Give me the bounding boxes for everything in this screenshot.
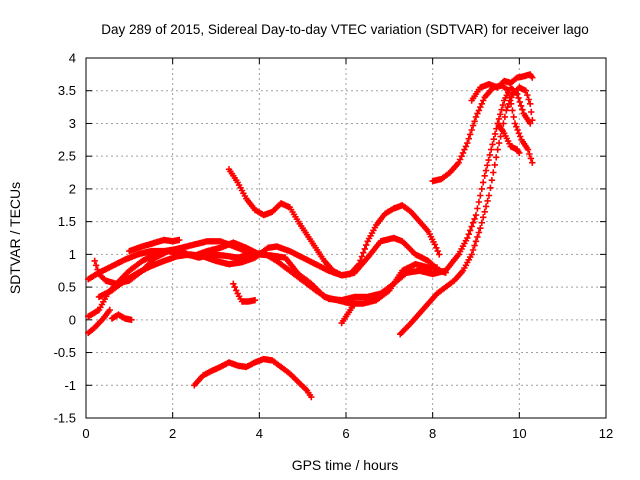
y-tick-label: 0 [69,312,76,327]
x-axis-label: GPS time / hours [292,457,399,473]
x-tick-labels: 0 2 4 6 8 10 12 [82,426,613,441]
grid-lines [86,58,606,418]
series-arc-10 [230,280,259,305]
series-arc-14 [455,84,534,258]
plot-frame [85,57,607,419]
y-tick-label: 3 [69,116,76,131]
series-arc-6 [108,311,135,323]
series-arc-8 [191,355,315,401]
series-arc-9 [225,166,443,279]
data-point-markers [85,238,250,320]
y-axis-label: SDTVAR / TECUs [7,182,23,294]
data-point-markers [225,166,443,279]
data-point-markers [108,311,135,323]
data-point-markers [191,355,315,401]
y-tick-label: 3.5 [58,83,76,98]
y-tick-label: -0.5 [54,345,76,360]
series-arc-11 [338,300,358,327]
y-tick-label: 0.5 [58,280,76,295]
x-tick-label: 0 [82,426,89,441]
y-tick-label: 4 [69,51,76,66]
series-arc-7 [126,236,183,255]
y-tick-labels: -1.5 -1 -0.5 0 0.5 1 1.5 2 2.5 3 3.5 4 [54,51,76,426]
x-tick-label: 2 [169,426,176,441]
chart-title: Day 289 of 2015, Sidereal Day-to-day VTE… [101,22,588,37]
x-tick-label: 6 [342,426,349,441]
data-point-markers [126,236,183,255]
series-arc-12 [397,84,536,338]
x-tick-label: 8 [429,426,436,441]
y-tick-label: 2.5 [58,149,76,164]
y-tick-label: 2 [69,181,76,196]
series-arc-5 [85,306,113,337]
y-tick-label: -1.5 [54,411,76,426]
x-tick-label: 10 [512,426,526,441]
y-tick-label: -1 [64,378,76,393]
x-tick-label: 12 [599,426,613,441]
data-point-markers [338,300,358,327]
data-point-markers [397,84,536,338]
data-point-markers [85,306,113,337]
data-series [85,71,536,401]
x-tick-label: 4 [256,426,263,441]
series-arc-4 [85,238,250,320]
data-point-markers [230,280,259,305]
series-arc-16 [494,120,523,157]
y-tick-label: 1.5 [58,214,76,229]
data-point-markers [494,120,523,157]
y-tick-label: 1 [69,247,76,262]
data-point-markers [455,84,534,258]
data-point-markers [468,71,536,104]
series-arc-15 [468,71,536,104]
